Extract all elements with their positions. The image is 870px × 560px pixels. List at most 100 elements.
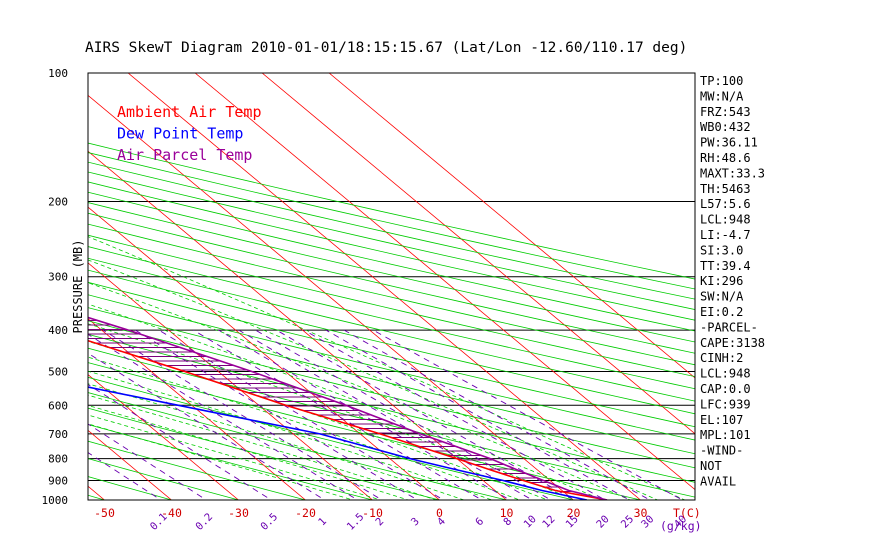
dry-adiabat-line — [0, 64, 68, 510]
pressure-axis: 100 200 300 400 500 600 700 800 900 1000 — [42, 67, 69, 507]
dry-adiabat-line — [88, 376, 576, 500]
moist-adiabat-line — [88, 259, 659, 500]
mixing-ratio-line — [325, 329, 631, 500]
index-item: MPL:101 — [700, 428, 751, 442]
dry-adiabat-line — [88, 307, 695, 455]
mixing-ratio-unit-label: (g/kg) — [660, 519, 702, 533]
pressure-tick-label: 100 — [48, 67, 68, 80]
index-item: L57:5.6 — [700, 197, 751, 211]
index-item: TH:5463 — [700, 182, 751, 196]
dry-adiabat-line — [88, 320, 695, 469]
bottom-temperature-axis: -50 -40 -30 -20 -10 0 10 20 30 — [94, 506, 647, 520]
dry-adiabat-line — [88, 202, 695, 343]
pressure-tick-label: 200 — [48, 196, 68, 209]
index-item: MAXT:33.3 — [700, 166, 765, 180]
mixing-ratio-label: 12 — [540, 513, 557, 530]
dry-adiabat-line — [88, 281, 695, 428]
index-item: EL:107 — [700, 413, 743, 427]
index-item: FRZ:543 — [700, 105, 751, 119]
bottom-temp-tick-label: -40 — [161, 506, 182, 520]
dry-adiabat-line — [88, 171, 695, 310]
mixing-ratio-line — [135, 329, 419, 500]
isotherm-line — [88, 374, 239, 500]
bottom-temp-tick-label: 0 — [436, 506, 443, 520]
bottom-temp-tick-label: -20 — [295, 506, 316, 520]
isotherm-line — [194, 73, 695, 491]
dry-adiabat-line — [88, 407, 442, 500]
pressure-tick-label: 300 — [48, 271, 68, 284]
moist-adiabat-line — [88, 282, 632, 500]
dry-adiabat-line — [88, 142, 695, 280]
index-item: NOT — [700, 459, 722, 473]
series-line — [88, 316, 608, 500]
index-item: LCL:948 — [700, 213, 751, 227]
dry-adiabat-line — [88, 347, 695, 498]
dry-adiabat-line — [88, 212, 695, 354]
mixing-ratio-label: 3 — [409, 515, 422, 528]
moist-adiabat-line — [88, 405, 410, 500]
series-line — [88, 339, 608, 500]
legend-item: Air Parcel Temp — [117, 146, 252, 164]
moist-adiabat-line — [88, 303, 604, 500]
index-item: -WIND- — [700, 444, 743, 458]
isotherm-line — [88, 318, 306, 500]
mixing-ratio-line — [218, 329, 511, 500]
isotherm-line — [127, 73, 641, 500]
dry-adiabat-line — [88, 476, 174, 500]
bottom-temp-tick-label: -30 — [228, 506, 249, 520]
index-item: SI:3.0 — [700, 243, 743, 257]
index-item: LI:-4.7 — [700, 228, 751, 242]
dry-adiabat-line — [88, 161, 695, 300]
legend-item: Dew Point Temp — [117, 125, 243, 143]
index-item: CAPE:3138 — [700, 336, 765, 350]
chart-title: AIRS SkewT Diagram 2010-01-01/18:15:15.6… — [85, 40, 687, 56]
dry-adiabat-line — [88, 181, 695, 321]
dry-adiabat-line — [88, 257, 695, 402]
dry-adiabat-line — [88, 392, 509, 500]
dry-adiabat-line — [88, 294, 695, 441]
index-item: LCL:948 — [700, 367, 751, 381]
mixing-ratio-label: 0.2 — [193, 511, 215, 533]
mixing-ratio-line — [88, 423, 208, 500]
index-item: KI:296 — [700, 274, 743, 288]
pressure-tick-label: 400 — [48, 324, 68, 337]
dry-adiabat-line — [88, 152, 695, 290]
isotherm-line — [261, 73, 695, 435]
bottom-temp-tick-label: -50 — [94, 506, 115, 520]
mixing-ratio-line — [343, 329, 651, 500]
mixing-ratio-label: 6 — [473, 515, 486, 528]
pressure-tick-label: 1000 — [42, 494, 69, 507]
plot-area — [0, 64, 695, 510]
index-item: RH:48.6 — [700, 151, 751, 165]
moist-adiabat-line — [88, 236, 686, 500]
moist-adiabat-line — [88, 394, 438, 500]
index-item: SW:N/A — [700, 290, 744, 304]
bottom-temp-tick-label: 20 — [567, 506, 581, 520]
dry-adiabat-line — [88, 234, 695, 378]
mixing-ratio-line — [193, 329, 483, 500]
index-item: PW:36.11 — [700, 136, 758, 150]
index-item: -PARCEL- — [700, 320, 758, 334]
mixing-ratio-line — [88, 352, 326, 500]
bottom-temp-tick-label: 30 — [634, 506, 648, 520]
index-item: TP:100 — [700, 74, 743, 88]
bottom-temp-tick-label: 10 — [500, 506, 514, 520]
dry-adiabat-line — [88, 223, 695, 366]
mixing-ratio-label: 10 — [521, 513, 538, 530]
pressure-tick-label: 700 — [48, 428, 68, 441]
dry-adiabat-line — [88, 458, 241, 500]
moist-adiabat-line — [88, 423, 355, 500]
index-item: CAP:0.0 — [700, 382, 751, 396]
mixing-ratio-label: 0.5 — [258, 511, 280, 533]
index-item: WB0:432 — [700, 120, 751, 134]
pressure-tick-label: 600 — [48, 399, 68, 412]
index-item: TT:39.4 — [700, 259, 751, 273]
legend-item: Ambient Air Temp — [117, 103, 262, 121]
dry-adiabat-line — [88, 191, 695, 332]
isotherm-line — [0, 73, 38, 500]
legend: Ambient Air Temp Dew Point Temp Air Parcel… — [117, 103, 262, 164]
mixing-ratio-label: 1 — [316, 515, 329, 528]
series-line — [88, 386, 588, 500]
